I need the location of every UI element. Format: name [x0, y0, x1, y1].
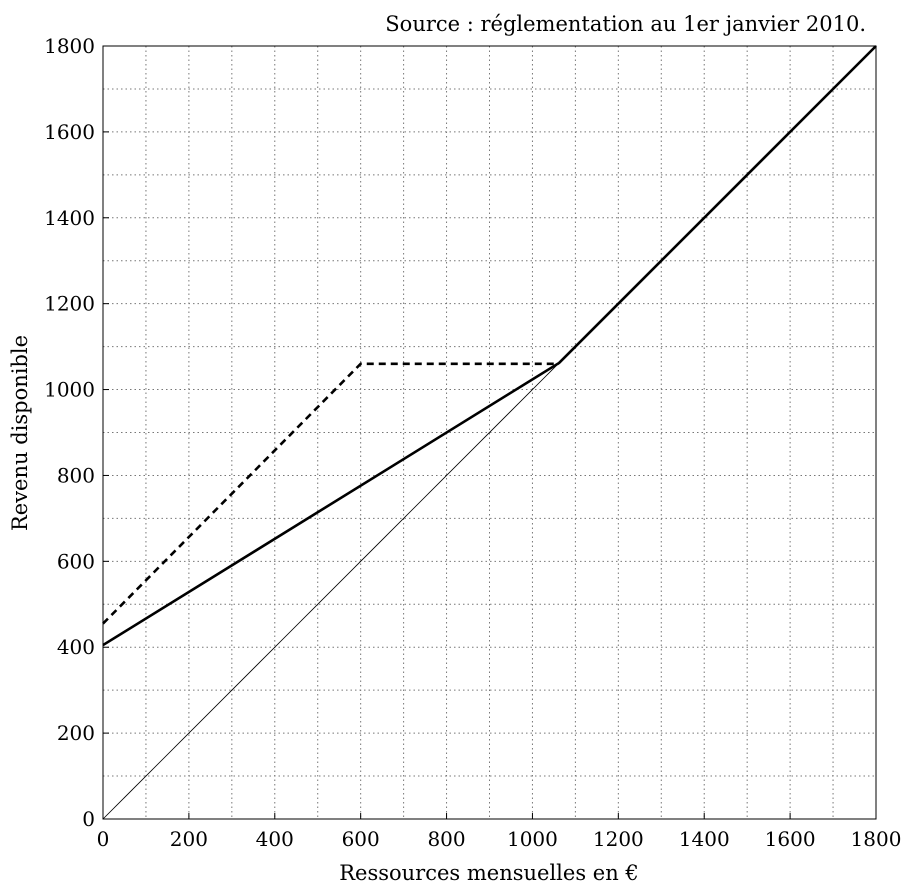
y-tick-labels: 0 200 400 600 800 1000 1200 1400 1600 1800	[44, 34, 95, 831]
y-tick-label: 400	[57, 635, 95, 659]
x-tick-label: 200	[170, 827, 208, 851]
source-note: Source : réglementation au 1er janvier 2…	[385, 12, 866, 36]
tick-marks	[102, 45, 877, 820]
y-tick-label: 1600	[44, 120, 95, 144]
series-line-dashed	[102, 362, 560, 625]
x-tick-label: 1000	[507, 827, 558, 851]
y-axis-title: Revenu disponible	[8, 335, 32, 531]
y-tick-label: 200	[57, 721, 95, 745]
x-tick-label: 1200	[593, 827, 644, 851]
x-tick-label: 1600	[765, 827, 816, 851]
x-tick-labels: 0 200 400 600 800 1000 1200 1400 1600 1800	[97, 827, 902, 851]
x-tick-label: 0	[97, 827, 110, 851]
y-tick-label: 1000	[44, 378, 95, 402]
y-tick-label: 1800	[44, 34, 95, 58]
series-group	[102, 45, 877, 820]
series-line-thin	[102, 362, 560, 820]
y-tick-label: 600	[57, 549, 95, 573]
y-tick-label: 1400	[44, 206, 95, 230]
x-tick-label: 1800	[851, 827, 902, 851]
y-tick-label: 800	[57, 463, 95, 487]
x-tick-label: 600	[342, 827, 380, 851]
x-tick-label: 400	[256, 827, 294, 851]
x-tick-label: 1400	[679, 827, 730, 851]
grid	[103, 46, 876, 819]
x-axis-title: Ressources mensuelles en €	[339, 861, 639, 885]
plot-frame	[102, 45, 877, 820]
y-tick-label: 0	[82, 807, 95, 831]
y-tick-label: 1200	[44, 292, 95, 316]
x-tick-label: 800	[427, 827, 465, 851]
